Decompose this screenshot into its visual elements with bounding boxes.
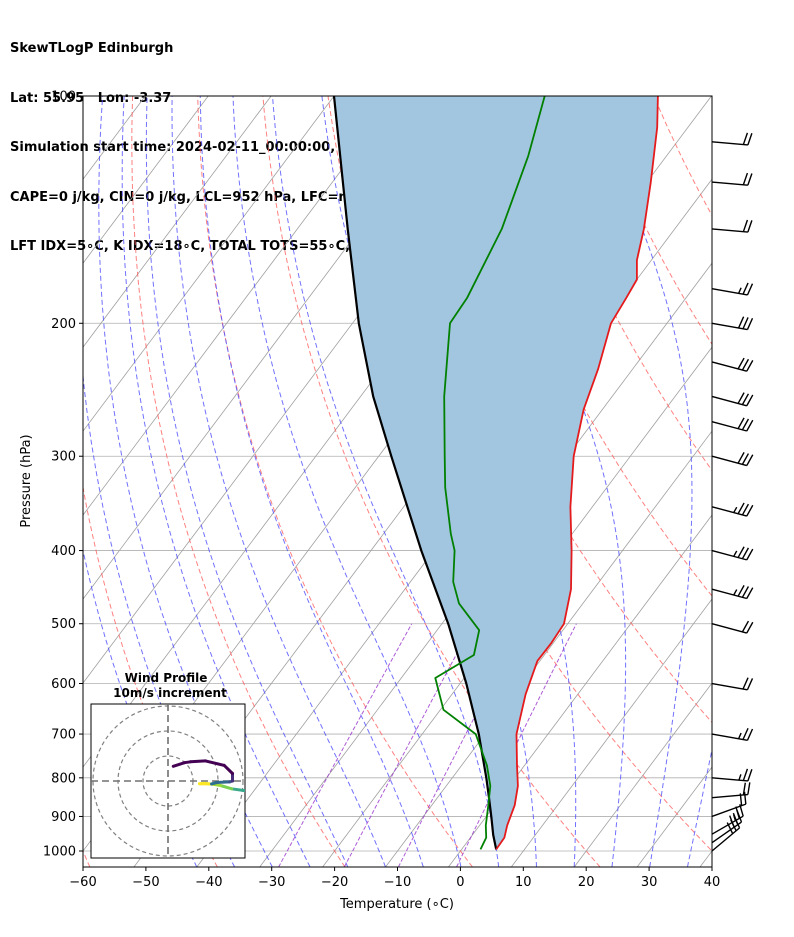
isotherm (83, 96, 209, 264)
wind-barb (711, 316, 754, 331)
wind-barb (711, 357, 754, 372)
hodograph-segment (189, 759, 207, 764)
y-axis-label: Pressure (hPa) (19, 434, 34, 527)
hodograph-segment (204, 759, 226, 767)
isotherm (448, 514, 712, 867)
hodograph-segment (215, 780, 231, 784)
wind-barb (711, 452, 754, 467)
moist-adiabat (686, 747, 712, 867)
axes: −60 −50 −40 −30 −20 −10 0 10 20 30 40 100 200 300 400 5… (43, 90, 720, 891)
dry-adiabat (197, 96, 473, 867)
x-tick-label: 10 (515, 875, 532, 890)
y-tick-label: 1000 (43, 845, 76, 860)
x-tick-label: −50 (132, 875, 159, 890)
hodograph-segment (222, 763, 234, 775)
hodograph-segment (171, 761, 186, 768)
inset-title: Wind Profile (125, 671, 208, 685)
isotherm (699, 850, 712, 867)
x-tick-label: −30 (258, 875, 285, 890)
isotherm (0, 96, 20, 867)
isotherm (83, 96, 335, 432)
parcel-profile-line (332, 96, 498, 850)
wind-barbs (711, 132, 754, 852)
dry-adiabat (83, 849, 91, 867)
dry-adiabat (262, 96, 601, 867)
wind-barb (711, 417, 754, 432)
y-tick-label: 100 (51, 90, 76, 105)
moist-adiabat (725, 96, 794, 867)
y-tick-label: 700 (51, 728, 76, 743)
wind-barb (711, 172, 753, 186)
isotherm (83, 96, 272, 348)
wind-barb (711, 132, 753, 146)
isotherm (83, 96, 398, 516)
wind-barb (711, 782, 751, 799)
wind-barb (711, 727, 754, 741)
dewpoint-line (434, 96, 546, 850)
mixing-ratio-line (343, 623, 474, 867)
x-tick-label: −10 (384, 875, 411, 890)
x-tick-label: −20 (321, 875, 348, 890)
dry-adiabat (784, 96, 794, 867)
title-line-station: SkewTLogP Edinburgh (10, 41, 174, 56)
wind-barb (711, 620, 754, 634)
moist-adiabat (199, 96, 424, 867)
moist-adiabat (145, 96, 349, 867)
moist-adiabat (272, 96, 500, 867)
dry-adiabat (719, 96, 794, 867)
plot-area (0, 96, 794, 867)
wind-barb (711, 768, 753, 782)
inset-subtitle: 10m/s increment (113, 686, 227, 700)
wind-barb (711, 585, 754, 600)
wind-barb (711, 219, 753, 233)
isotherm (763, 96, 794, 867)
x-tick-label: 20 (578, 875, 595, 890)
title-line-coordinates: Lat: 55.95 Lon: -3.37 (10, 90, 172, 106)
isotherm (322, 346, 712, 867)
moist-adiabat (171, 96, 386, 867)
y-tick-label: 200 (51, 317, 76, 332)
wind-barb (711, 546, 754, 561)
moist-adiabat (121, 96, 311, 867)
wind-profile-inset: Wind Profile 10m/s increment (90, 671, 246, 859)
wind-barb (711, 282, 754, 296)
wind-barb (711, 392, 754, 407)
x-tick-label: 30 (641, 875, 658, 890)
dry-adiabat (131, 96, 346, 867)
wind-barb (711, 502, 754, 517)
y-tick-label: 400 (51, 544, 76, 559)
x-tick-label: 40 (704, 875, 721, 890)
y-tick-label: 300 (51, 450, 76, 465)
hodograph-segment (230, 787, 245, 793)
y-tick-label: 900 (51, 810, 76, 825)
y-tick-label: 600 (51, 677, 76, 692)
dry-adiabat (653, 96, 712, 217)
hodograph-segment (219, 784, 234, 791)
x-tick-label: 0 (456, 875, 464, 890)
temperature-line (495, 96, 659, 850)
cape-cin-shading (334, 96, 658, 850)
isotherm (0, 96, 82, 867)
wind-barb (711, 804, 744, 835)
moist-adiabat (232, 96, 462, 867)
y-tick-label: 800 (51, 771, 76, 786)
x-tick-label: −60 (69, 875, 96, 890)
mixing-ratio-line (278, 623, 413, 867)
dry-adiabat (523, 96, 712, 472)
y-tick-label: 500 (51, 617, 76, 632)
isotherm (510, 598, 712, 867)
x-axis-label: Temperature (∘C) (339, 897, 454, 912)
wind-barb (711, 677, 754, 691)
x-tick-label: −40 (195, 875, 222, 890)
